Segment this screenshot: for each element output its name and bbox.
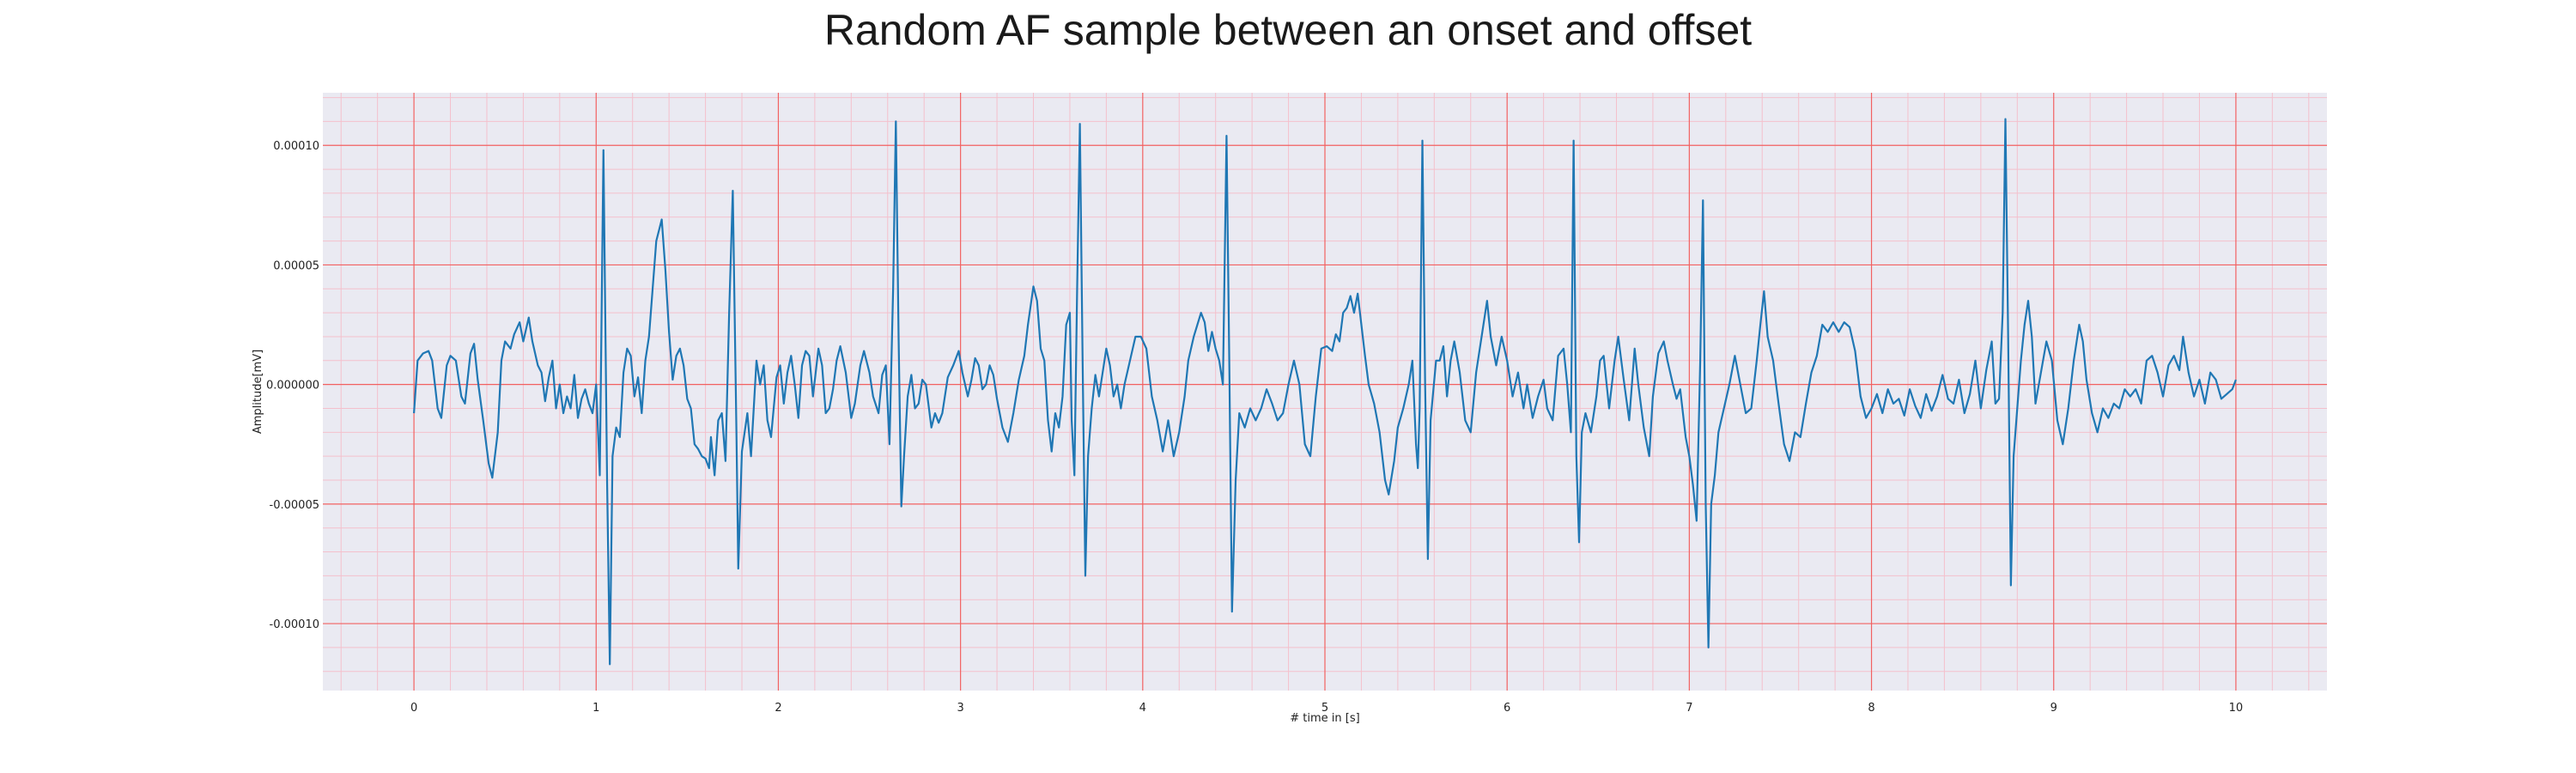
x-tick-label: 5 (1321, 702, 1328, 715)
y-tick-label: 0.00010 (273, 140, 319, 153)
y-tick-label: 0.000000 (266, 380, 319, 393)
major-grid (323, 93, 2327, 691)
y-axis-label: Amplitude[mV] (252, 350, 264, 434)
x-axis-label: # time in [s] (1290, 712, 1359, 725)
x-tick-label: 4 (1139, 702, 1146, 715)
x-tick-label: 2 (775, 702, 781, 715)
x-tick-label: 3 (957, 702, 963, 715)
x-tick-label: 8 (1868, 702, 1874, 715)
x-tick-label: 0 (410, 702, 417, 715)
y-tick-label: 0.00005 (273, 259, 319, 272)
y-tick-label: -0.00010 (270, 618, 319, 631)
chart-title: Random AF sample between an onset and of… (823, 6, 1753, 54)
x-tick-label: 9 (2050, 702, 2057, 715)
x-tick-label: 6 (1504, 702, 1510, 715)
x-tick-label: 1 (592, 702, 599, 715)
x-tick-labels: 0 1 2 3 4 5 6 7 8 9 10 (410, 702, 2243, 715)
y-tick-labels: 0.00010 0.00005 0.000000 -0.00005 -0.00010 (266, 140, 319, 631)
x-tick-label: 7 (1686, 702, 1692, 715)
series-line (412, 118, 2237, 666)
y-tick-label: -0.00005 (270, 499, 319, 512)
x-tick-label: 10 (2229, 702, 2244, 715)
